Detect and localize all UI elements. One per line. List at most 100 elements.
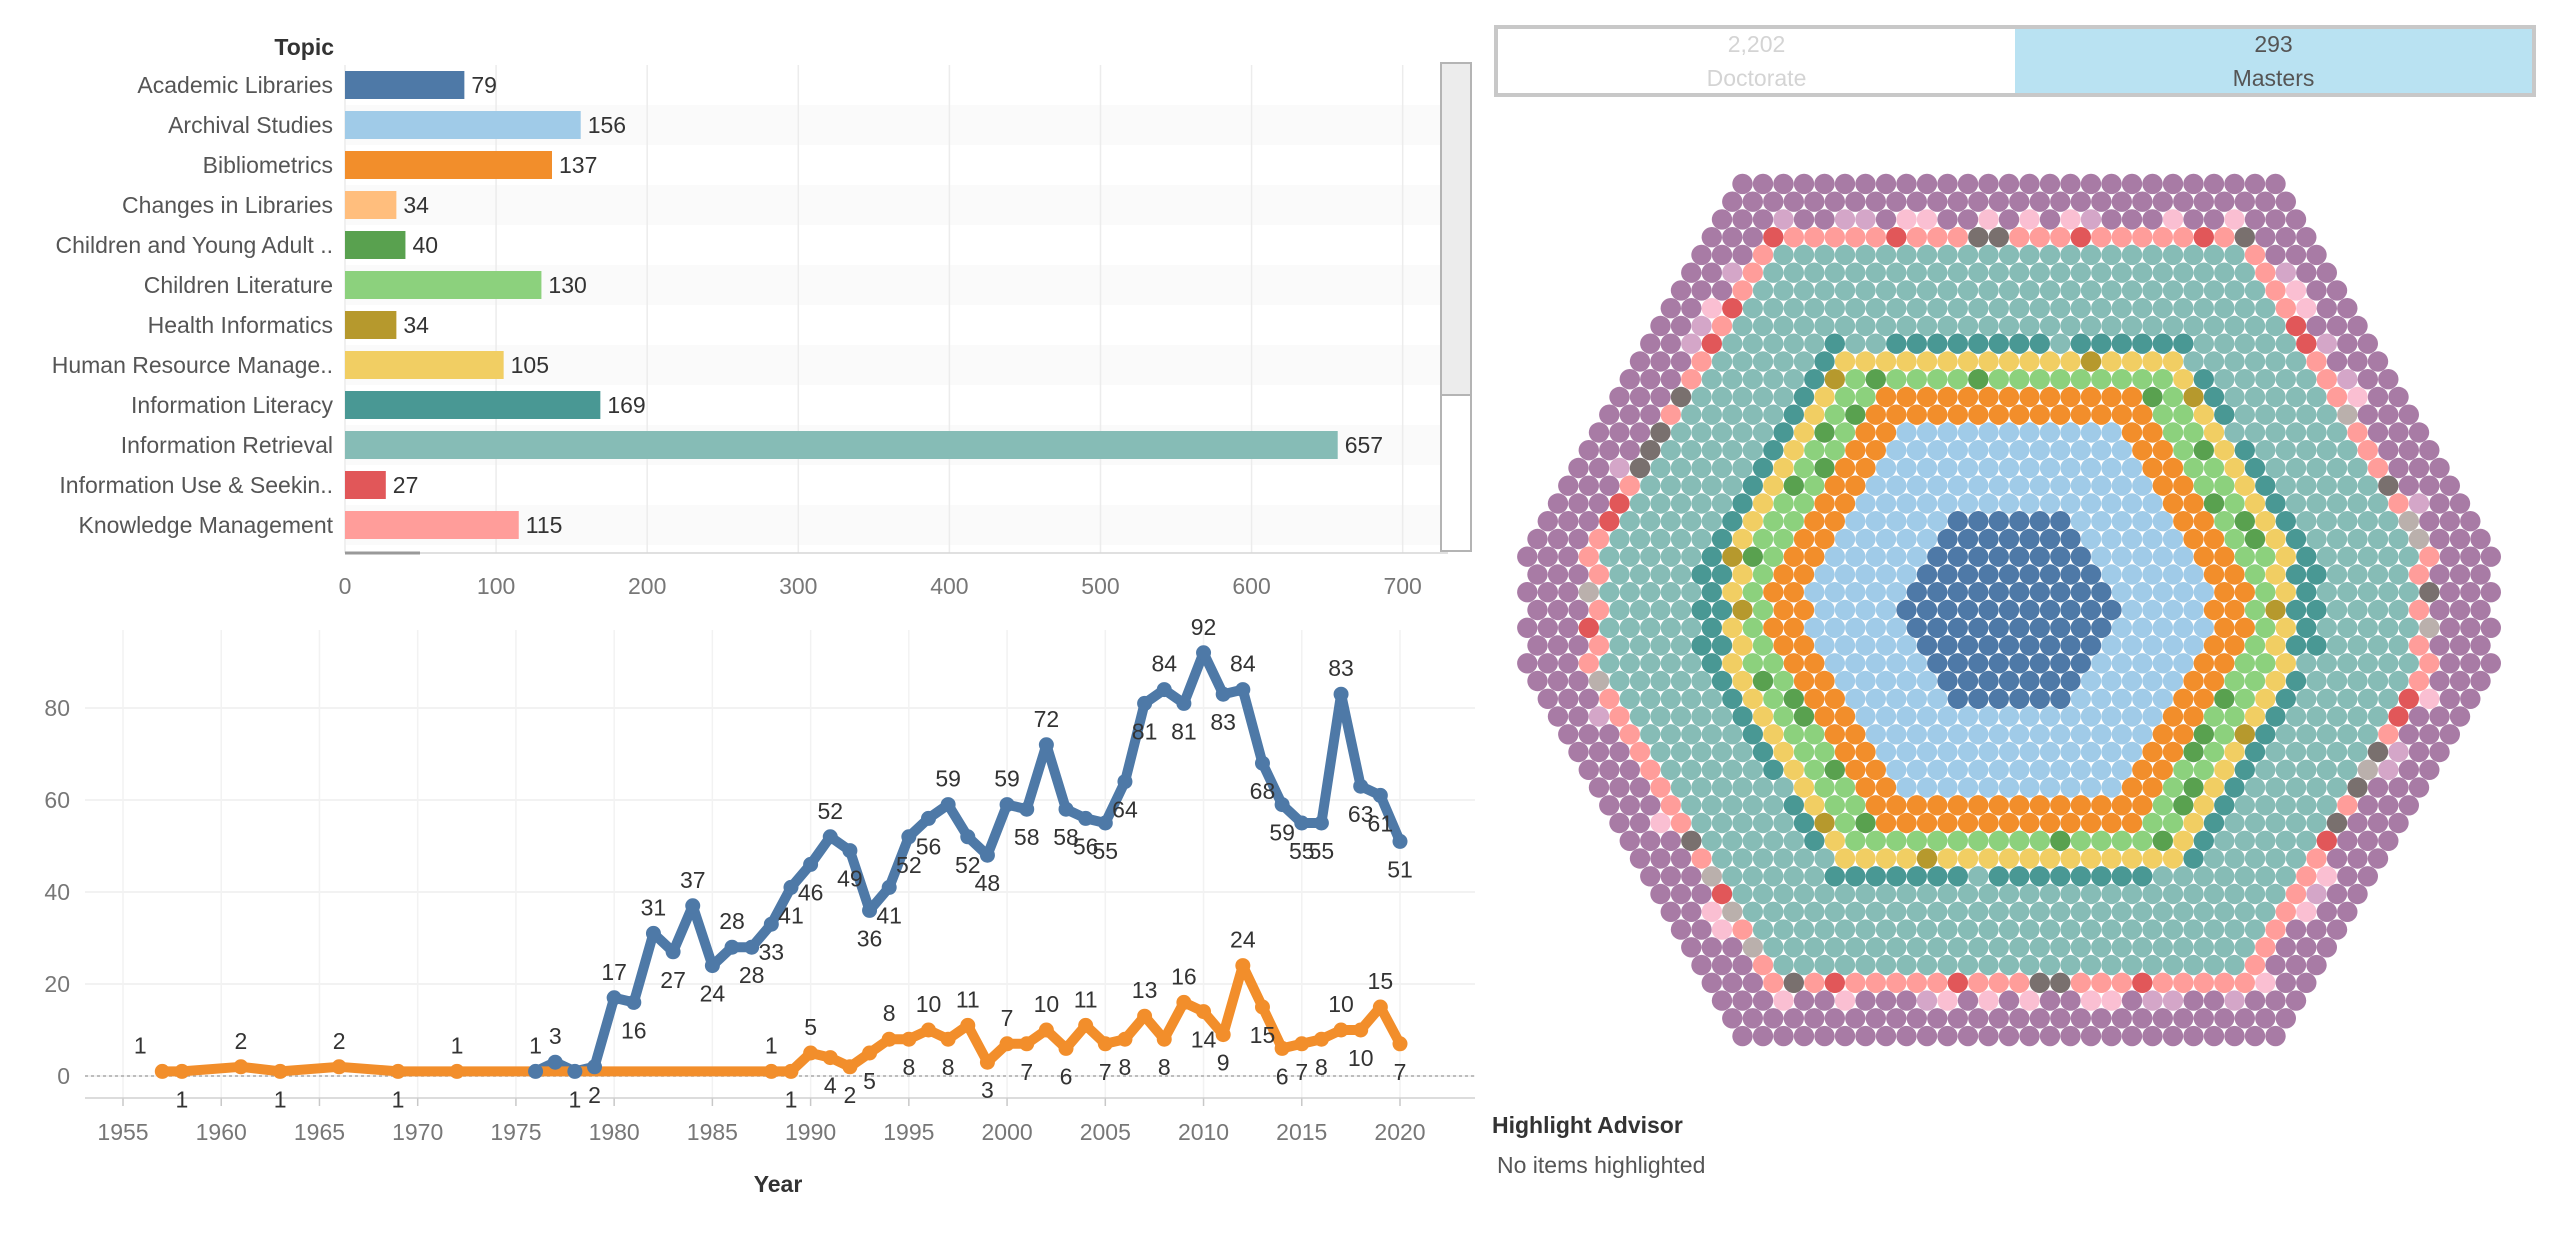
topic-bubble[interactable] bbox=[2070, 901, 2091, 922]
topic-bubble[interactable] bbox=[1773, 173, 1794, 195]
topic-bubble[interactable] bbox=[2398, 617, 2419, 638]
topic-bubble[interactable] bbox=[2050, 298, 2071, 319]
topic-bubble[interactable] bbox=[2111, 191, 2132, 212]
topic-bubble[interactable] bbox=[1814, 564, 1835, 585]
topic-bubble[interactable] bbox=[1865, 937, 1886, 958]
topic-bubble[interactable] bbox=[2296, 262, 2317, 283]
topic-bubble[interactable] bbox=[2224, 493, 2245, 514]
topic-bubble[interactable] bbox=[1988, 298, 2009, 319]
topic-bubble[interactable] bbox=[2224, 422, 2245, 443]
topic-bubble[interactable] bbox=[2193, 404, 2214, 425]
topic-bubble[interactable] bbox=[2203, 209, 2225, 230]
topic-bubble[interactable] bbox=[1660, 830, 1681, 851]
topic-bubble[interactable] bbox=[2162, 351, 2184, 372]
line-point[interactable] bbox=[390, 1063, 406, 1079]
topic-bubble[interactable] bbox=[2162, 741, 2184, 763]
topic-bubble[interactable] bbox=[2316, 582, 2337, 603]
topic-bubble[interactable] bbox=[2306, 244, 2327, 266]
topic-bubble[interactable] bbox=[1793, 706, 1815, 727]
topic-bubble[interactable] bbox=[1906, 369, 1927, 390]
topic-bubble[interactable] bbox=[1998, 706, 2020, 727]
line-point[interactable] bbox=[1156, 682, 1172, 698]
topic-bubble[interactable] bbox=[2347, 528, 2368, 550]
topic-bubble[interactable] bbox=[2234, 227, 2255, 248]
topic-bubble[interactable] bbox=[1537, 582, 1558, 603]
topic-bubble[interactable] bbox=[2132, 795, 2153, 816]
topic-bubble[interactable] bbox=[2039, 670, 2061, 692]
topic-bubble[interactable] bbox=[2480, 653, 2501, 674]
topic-bubble[interactable] bbox=[1558, 653, 1579, 674]
topic-bubble[interactable] bbox=[1732, 919, 1753, 940]
topic-bubble[interactable] bbox=[1968, 298, 1989, 319]
topic-bubble[interactable] bbox=[1855, 422, 1876, 443]
topic-bubble[interactable] bbox=[2224, 244, 2245, 266]
topic-bubble[interactable] bbox=[2255, 582, 2276, 603]
topic-bubble[interactable] bbox=[2439, 582, 2460, 603]
topic-bubble[interactable] bbox=[2275, 333, 2296, 354]
topic-bubble[interactable] bbox=[2070, 617, 2091, 638]
topic-bubble[interactable] bbox=[1722, 298, 1743, 319]
topic-bubble[interactable] bbox=[1804, 653, 1825, 674]
topic-bubble[interactable] bbox=[2265, 954, 2286, 976]
topic-bubble[interactable] bbox=[1968, 333, 1989, 354]
topic-bubble[interactable] bbox=[1804, 724, 1825, 745]
topic-bubble[interactable] bbox=[1773, 244, 1794, 266]
topic-bubble[interactable] bbox=[2173, 333, 2194, 354]
topic-bubble[interactable] bbox=[1834, 883, 1856, 905]
topic-bubble[interactable] bbox=[2326, 493, 2348, 514]
topic-bubble[interactable] bbox=[2285, 848, 2307, 869]
topic-bubble[interactable] bbox=[1711, 670, 1733, 692]
topic-bubble[interactable] bbox=[1742, 262, 1763, 283]
topic-bubble[interactable] bbox=[2234, 972, 2255, 993]
topic-bubble[interactable] bbox=[1742, 1008, 1763, 1029]
topic-bar[interactable] bbox=[345, 351, 504, 379]
topic-bubble[interactable] bbox=[1998, 883, 2020, 905]
topic-bubble[interactable] bbox=[2050, 369, 2071, 390]
topic-bar[interactable] bbox=[345, 271, 542, 299]
topic-bubble[interactable] bbox=[2039, 173, 2061, 195]
topic-bubble[interactable] bbox=[1711, 848, 1733, 869]
topic-bubble[interactable] bbox=[2244, 386, 2266, 408]
topic-bubble[interactable] bbox=[2009, 475, 2030, 496]
topic-bubble[interactable] bbox=[2152, 369, 2173, 390]
topic-bubble[interactable] bbox=[1650, 599, 1671, 621]
topic-bubble[interactable] bbox=[1998, 209, 2020, 230]
topic-bubble[interactable] bbox=[1845, 901, 1866, 922]
topic-bubble[interactable] bbox=[1701, 617, 1722, 638]
line-point[interactable] bbox=[724, 939, 740, 955]
topic-bubble[interactable] bbox=[2152, 511, 2173, 532]
topic-bubble[interactable] bbox=[1988, 937, 2009, 958]
topic-bubble[interactable] bbox=[1619, 546, 1640, 567]
topic-bubble[interactable] bbox=[1742, 795, 1763, 816]
topic-bubble[interactable] bbox=[2398, 759, 2419, 780]
topic-bubble[interactable] bbox=[2429, 457, 2450, 479]
topic-bubble[interactable] bbox=[2357, 617, 2378, 638]
topic-bubble[interactable] bbox=[2296, 795, 2317, 816]
topic-bubble[interactable] bbox=[1865, 511, 1886, 532]
topic-bubble[interactable] bbox=[2419, 511, 2440, 532]
topic-bubble[interactable] bbox=[2121, 777, 2143, 798]
topic-bubble[interactable] bbox=[2019, 741, 2040, 763]
topic-bubble[interactable] bbox=[2224, 848, 2245, 869]
topic-bubble[interactable] bbox=[2009, 1008, 2030, 1029]
line-point[interactable] bbox=[1313, 815, 1329, 831]
topic-bubble[interactable] bbox=[2132, 582, 2153, 603]
topic-bubble[interactable] bbox=[2224, 883, 2245, 905]
topic-bubble[interactable] bbox=[2050, 511, 2071, 532]
topic-bubble[interactable] bbox=[1998, 422, 2020, 443]
topic-bubble[interactable] bbox=[1783, 546, 1804, 567]
topic-bubble[interactable] bbox=[1896, 493, 1917, 514]
line-point[interactable] bbox=[1097, 1036, 1113, 1052]
topic-bubble[interactable] bbox=[2029, 795, 2050, 816]
topic-bubble[interactable] bbox=[2234, 1008, 2255, 1029]
topic-bubble[interactable] bbox=[1834, 209, 1856, 230]
topic-bubble[interactable] bbox=[1711, 564, 1733, 585]
topic-bubble[interactable] bbox=[2285, 351, 2307, 372]
topic-bubble[interactable] bbox=[1722, 724, 1743, 745]
topic-bubble[interactable] bbox=[2121, 812, 2143, 834]
topic-bubble[interactable] bbox=[2378, 582, 2399, 603]
topic-bubble[interactable] bbox=[1947, 866, 1968, 887]
topic-bubble[interactable] bbox=[2173, 298, 2194, 319]
topic-bubble[interactable] bbox=[2009, 759, 2030, 780]
topic-bubble[interactable] bbox=[2214, 866, 2235, 887]
